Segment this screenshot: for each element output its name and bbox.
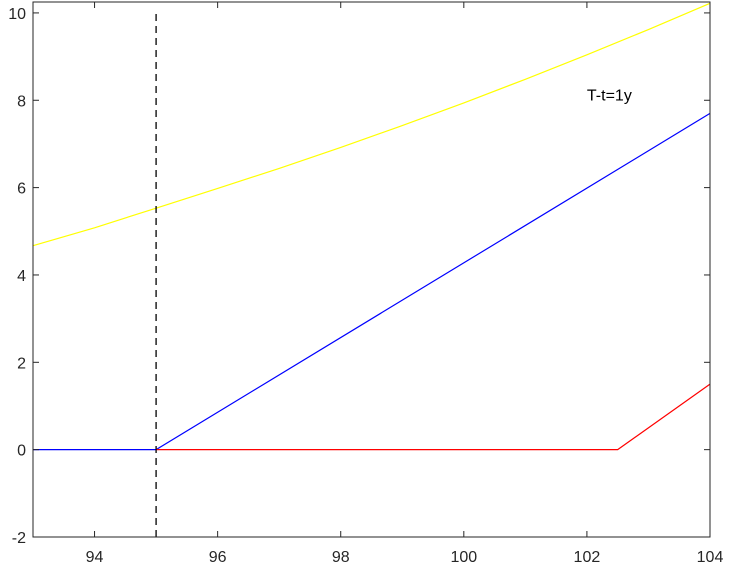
y-tick-label: -2 (12, 530, 26, 547)
x-tick-label: 96 (209, 549, 227, 566)
y-tick-label: 4 (17, 268, 26, 285)
x-tick-label: 98 (332, 549, 350, 566)
series-line-1 (32, 2, 711, 247)
y-tick-label: 10 (8, 6, 26, 23)
y-tick-label: 0 (17, 443, 26, 460)
x-tick-label: 100 (450, 549, 477, 566)
series-line-3 (156, 383, 711, 451)
x-tick-label: 102 (574, 549, 601, 566)
plot-frame (32, 1, 711, 538)
y-tick-label: 6 (17, 181, 26, 198)
annotation-text: T-t=1y (587, 87, 632, 104)
chart-axes: 94 96 98 100 102 104 -2 0 2 4 6 8 10 (8, 2, 723, 566)
chart-marks (32, 2, 711, 537)
series-line-2 (33, 112, 711, 451)
x-tick-label: 94 (86, 549, 104, 566)
y-tick-label: 2 (17, 355, 26, 372)
x-tick-label: 104 (697, 549, 724, 566)
chart-annotations: T-t=1y (587, 87, 632, 104)
y-tick-label: 8 (17, 93, 26, 110)
